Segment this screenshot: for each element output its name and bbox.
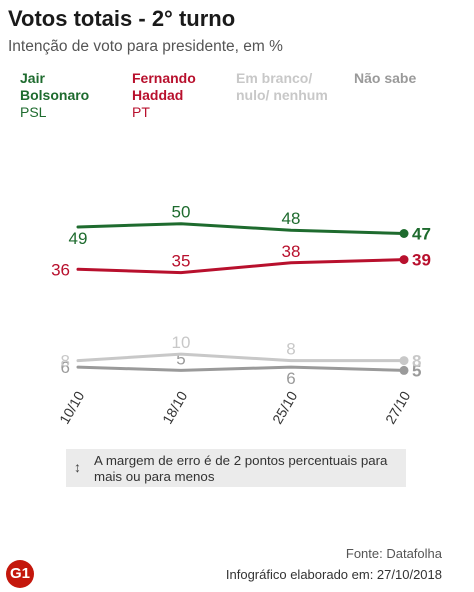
x-tick-label-2: 25/10	[269, 388, 300, 427]
data-label-0-1: 50	[172, 203, 191, 222]
series-end-dot-0	[399, 229, 409, 238]
vertical-double-arrow-icon: ↕	[74, 459, 81, 475]
source-label: Fonte: Datafolha	[345, 546, 442, 561]
data-label-2-3: 8	[412, 352, 421, 371]
error-margin-text: A margem de erro é de 2 pontos percentua…	[94, 453, 388, 484]
x-tick-label-0: 10/10	[56, 388, 87, 427]
series-line-1	[76, 258, 406, 275]
series-line-3	[76, 365, 406, 372]
data-label-1-3: 39	[412, 251, 431, 270]
legend-name-bolsonaro: Jair Bolsonaro	[20, 70, 90, 103]
legend-name-haddad: Fernando Haddad	[132, 70, 196, 103]
chart-title: Votos totais - 2° turno	[8, 6, 236, 31]
x-tick-label-3: 27/10	[382, 388, 413, 427]
data-label-0-0: 49	[69, 229, 88, 248]
series-line-2	[76, 352, 406, 363]
data-label-3-3: 5	[412, 361, 421, 380]
series-line-0	[76, 222, 406, 235]
chart-subtitle: Intenção de voto para presidente, em %	[8, 38, 283, 55]
x-tick-label-1: 18/10	[159, 388, 190, 427]
data-label-1-0: 36	[51, 260, 70, 279]
legend-item-bolsonaro: Jair Bolsonaro PSL	[20, 70, 89, 121]
data-label-0-3: 47	[412, 225, 431, 244]
legend-item-haddad: Fernando Haddad PT	[132, 70, 196, 121]
data-label-3-0: 6	[61, 358, 70, 377]
data-label-3-1: 5	[176, 349, 185, 368]
data-label-1-2: 38	[282, 242, 301, 261]
legend-name-nao-sabe: Não sabe	[354, 70, 417, 86]
legend-party-haddad: PT	[132, 104, 150, 120]
legend-item-branco-nulo: Em branco/ nulo/ nenhum	[236, 70, 328, 104]
data-label-2-1: 10	[172, 333, 191, 352]
legend-party-bolsonaro: PSL	[20, 104, 47, 120]
data-label-2-0: 8	[61, 352, 70, 371]
series-end-dot-2	[399, 356, 409, 366]
series-end-dot-1	[399, 255, 409, 265]
credit-label: Infográfico elaborado em: 27/10/2018	[225, 567, 442, 582]
legend-name-branco-nulo: Em branco/ nulo/ nenhum	[236, 70, 328, 103]
error-margin-note: ↕ A margem de erro é de 2 pontos percent…	[66, 449, 406, 487]
g1-logo: G1	[6, 560, 34, 588]
data-label-3-2: 6	[286, 369, 295, 388]
series-end-dot-3	[399, 365, 409, 375]
data-label-2-2: 8	[286, 340, 295, 359]
data-label-1-1: 35	[172, 252, 191, 271]
data-label-0-2: 48	[282, 209, 301, 228]
legend-item-nao-sabe: Não sabe	[354, 70, 416, 87]
